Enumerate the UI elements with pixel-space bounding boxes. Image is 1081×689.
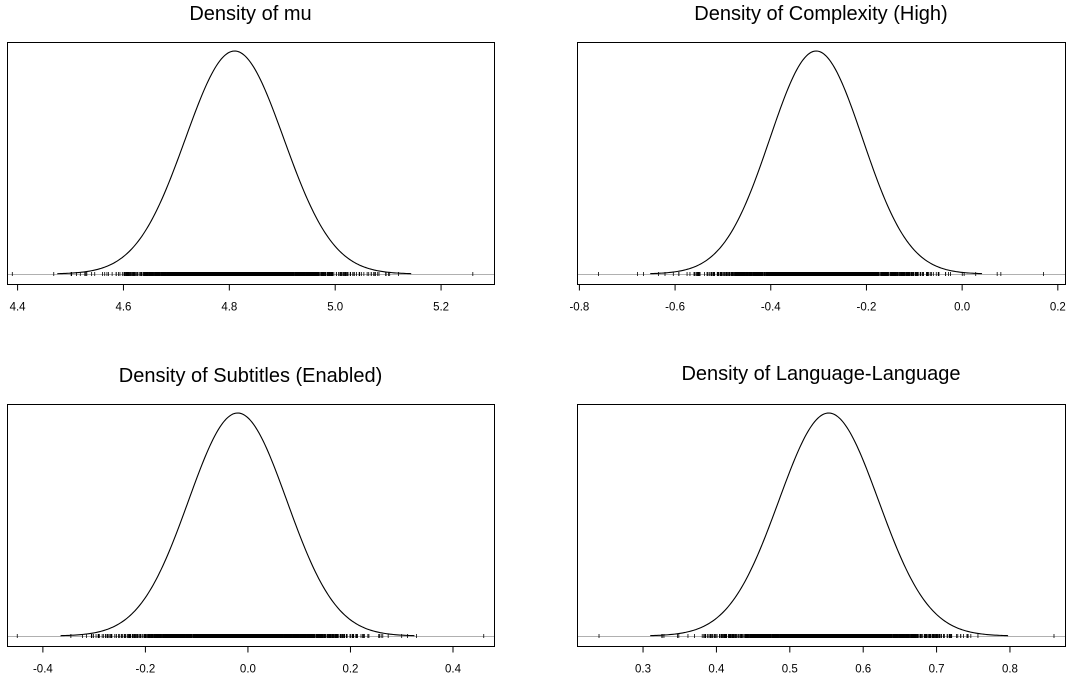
chart-title: Density of Subtitles (Enabled) [119, 365, 382, 387]
plot-frame [7, 404, 495, 647]
x-tick-label: 0.0 [954, 302, 970, 314]
chart-title: Density of mu [189, 3, 311, 25]
x-tick-label: 0.2 [1050, 302, 1066, 314]
rug-marks [11, 272, 474, 276]
chart-title: Density of Complexity (High) [694, 3, 947, 25]
x-tick-label: -0.6 [665, 302, 685, 314]
density-curve [57, 50, 412, 275]
x-tick-label: -0.4 [761, 302, 781, 314]
plot-frame [577, 42, 1066, 285]
rug-marks [598, 272, 1044, 276]
x-tick-label: 4.4 [10, 302, 27, 314]
density-curve [650, 50, 983, 275]
x-tick-label: 4.8 [221, 302, 237, 314]
plot-frame [7, 42, 495, 285]
x-tick-label: -0.2 [857, 302, 877, 314]
x-tick-label: 4.6 [115, 302, 131, 314]
x-tick-label: -0.8 [569, 302, 589, 314]
x-tick-label: 5.0 [327, 302, 343, 314]
x-tick-label: 5.2 [433, 302, 449, 314]
rug-marks [16, 634, 485, 638]
density-panel-3: Density of Subtitles (Enabled)-0.4 -0.2 0.… [7, 365, 495, 676]
density-panel-2: Density of Complexity (High) -0.8 -0.6 -0.4… [569, 3, 1066, 314]
density-panel-1: Density of mu 4.4 4.6 4.8 5.0 5.2 [7, 3, 495, 314]
